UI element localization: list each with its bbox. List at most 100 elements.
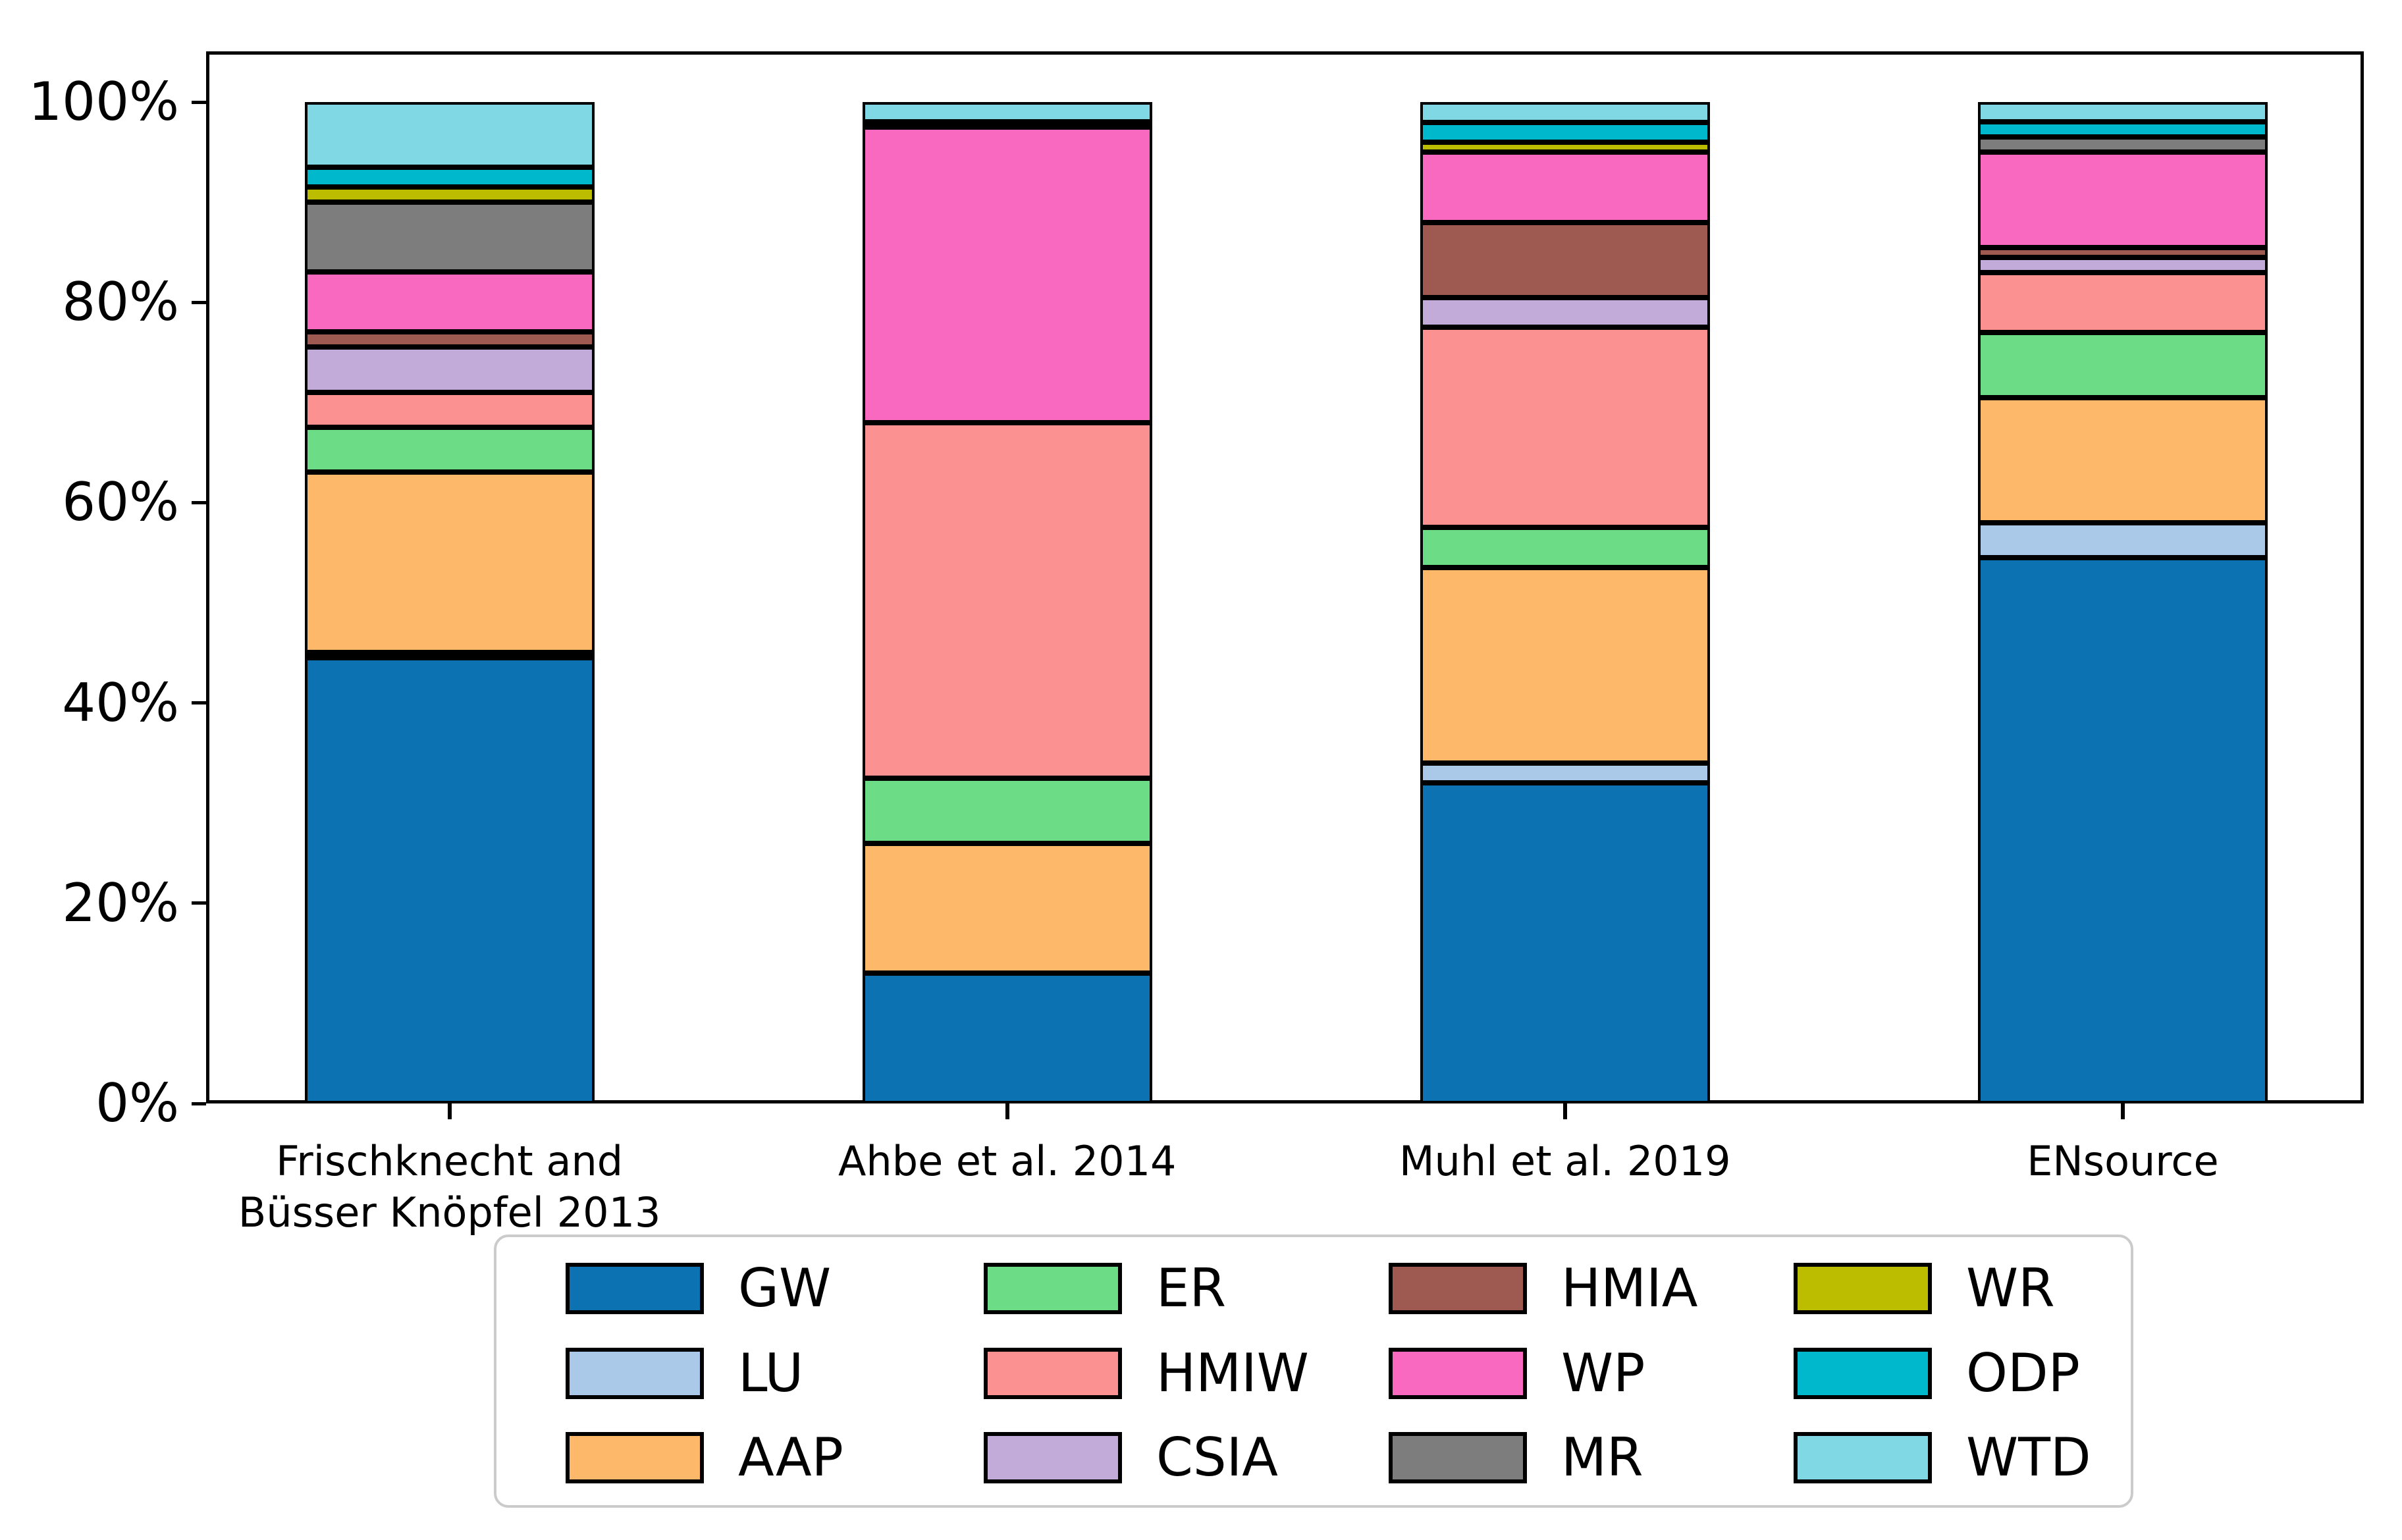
legend-item-ER: ER — [984, 1262, 1309, 1315]
bar-segment-LU-3 — [1977, 522, 2268, 558]
y-tick-mark-100% — [192, 100, 206, 104]
y-tick-mark-40% — [192, 701, 206, 705]
legend-label-ER: ER — [1156, 1258, 1227, 1319]
legend-label-WR: WR — [1966, 1258, 2055, 1319]
legend-item-CSIA: CSIA — [984, 1431, 1309, 1484]
legend-column-1: ER HMIW CSIA — [984, 1237, 1309, 1510]
bar-segment-LU-0 — [304, 652, 595, 658]
legend-label-CSIA: CSIA — [1156, 1427, 1278, 1488]
legend-label-HMIW: HMIW — [1156, 1342, 1309, 1404]
bar-segment-ER-3 — [1977, 332, 2268, 398]
legend-swatch-GW — [566, 1263, 704, 1314]
y-tick-mark-20% — [192, 901, 206, 905]
bar-segment-AAP-2 — [1420, 568, 1710, 763]
legend-label-WTD: WTD — [1966, 1427, 2091, 1488]
bar-segment-ER-0 — [304, 427, 595, 473]
bar-segment-MR-0 — [304, 201, 595, 273]
legend-column-2: HMIA WP MR — [1389, 1237, 1698, 1510]
legend-label-MR: MR — [1561, 1427, 1643, 1488]
bar-segment-GW-1 — [862, 973, 1152, 1103]
legend: GW LU AAP ER HMIW CSIA HMIA WP MR WR ODP WTD — [494, 1235, 2133, 1508]
bar-segment-HMIA-3 — [1977, 247, 2268, 257]
bar-segment-HMIA-0 — [304, 332, 595, 348]
bar-segment-CSIA-0 — [304, 347, 595, 392]
x-tick-mark-1 — [1005, 1103, 1009, 1119]
legend-column-3: WR ODP WTD — [1794, 1237, 2091, 1510]
legend-swatch-HMIA — [1389, 1263, 1527, 1314]
bar-segment-HMIA-2 — [1420, 222, 1710, 298]
x-tick-mark-2 — [1562, 1103, 1567, 1119]
legend-swatch-ER — [984, 1263, 1122, 1314]
x-category-label-0: Frischknecht and Büsser Knöpfel 2013 — [238, 1137, 661, 1236]
legend-label-HMIA: HMIA — [1561, 1258, 1698, 1319]
bar-segment-ODP-0 — [304, 167, 595, 187]
bar-segment-ODP-2 — [1420, 122, 1710, 142]
legend-swatch-WR — [1794, 1263, 1932, 1314]
legend-swatch-WP — [1389, 1347, 1527, 1399]
stacked-bar-0 — [304, 101, 595, 1103]
bar-segment-AAP-0 — [304, 472, 595, 653]
y-tick-label-60%: 60% — [62, 471, 179, 533]
legend-item-AAP: AAP — [566, 1431, 843, 1484]
legend-item-WP: WP — [1389, 1342, 1698, 1404]
bar-segment-GW-0 — [304, 658, 595, 1103]
bar-segment-AAP-1 — [862, 843, 1152, 974]
bar-segment-HMIW-0 — [304, 392, 595, 427]
stacked-bar-3 — [1977, 102, 2268, 1103]
legend-swatch-MR — [1389, 1432, 1527, 1483]
y-tick-mark-60% — [192, 500, 206, 504]
bar-segment-WTD-3 — [1977, 102, 2268, 122]
bar-segment-WR-2 — [1420, 142, 1710, 153]
legend-item-LU: LU — [566, 1342, 843, 1404]
x-tick-mark-0 — [447, 1103, 452, 1119]
bar-segment-GW-2 — [1420, 783, 1710, 1103]
legend-label-ODP: ODP — [1966, 1342, 2080, 1404]
legend-item-GW: GW — [566, 1262, 843, 1315]
bar-segment-WTD-0 — [304, 101, 595, 167]
legend-swatch-WTD — [1794, 1432, 1932, 1483]
bar-segment-WP-0 — [304, 272, 595, 332]
y-tick-label-20%: 20% — [62, 872, 179, 934]
bar-segment-CSIA-2 — [1420, 297, 1710, 328]
legend-item-WR: WR — [1794, 1262, 2091, 1315]
legend-label-AAP: AAP — [738, 1427, 843, 1488]
y-tick-label-80%: 80% — [62, 271, 179, 333]
legend-label-GW: GW — [738, 1258, 832, 1319]
legend-swatch-CSIA — [984, 1432, 1122, 1483]
bar-segment-WTD-2 — [1420, 102, 1710, 122]
bar-segment-MR-3 — [1977, 137, 2268, 153]
y-tick-label-40%: 40% — [62, 672, 179, 733]
legend-item-MR: MR — [1389, 1431, 1698, 1484]
bar-segment-WR-0 — [304, 186, 595, 202]
legend-item-HMIA: HMIA — [1389, 1262, 1698, 1315]
bar-segment-ER-2 — [1420, 527, 1710, 568]
x-category-label-2: Muhl et al. 2019 — [1399, 1137, 1731, 1185]
bar-segment-ODP-3 — [1977, 122, 2268, 138]
legend-swatch-AAP — [566, 1432, 704, 1483]
bar-segment-HMIW-3 — [1977, 272, 2268, 332]
legend-item-WTD: WTD — [1794, 1431, 2091, 1484]
bar-segment-WP-1 — [862, 127, 1152, 423]
y-tick-mark-80% — [192, 300, 206, 304]
bar-segment-WP-2 — [1420, 152, 1710, 223]
legend-swatch-ODP — [1794, 1347, 1932, 1399]
y-tick-label-0%: 0% — [95, 1073, 179, 1134]
legend-item-HMIW: HMIW — [984, 1342, 1309, 1404]
bar-segment-HMIW-2 — [1420, 327, 1710, 528]
legend-swatch-LU — [566, 1347, 704, 1399]
bar-segment-ODP-1 — [862, 122, 1152, 128]
bar-segment-GW-3 — [1977, 558, 2268, 1103]
legend-label-LU: LU — [738, 1342, 804, 1404]
bar-segment-WTD-1 — [862, 101, 1152, 122]
legend-swatch-HMIW — [984, 1347, 1122, 1399]
legend-label-WP: WP — [1561, 1342, 1645, 1404]
y-tick-label-100%: 100% — [28, 71, 179, 132]
stacked-bar-1 — [862, 101, 1152, 1103]
y-tick-mark-0% — [192, 1102, 206, 1105]
bar-segment-HMIW-1 — [862, 422, 1152, 778]
legend-item-ODP: ODP — [1794, 1342, 2091, 1404]
bar-segment-WP-3 — [1977, 152, 2268, 248]
x-category-label-3: ENsource — [2027, 1137, 2219, 1185]
stacked-bar-2 — [1420, 102, 1710, 1103]
